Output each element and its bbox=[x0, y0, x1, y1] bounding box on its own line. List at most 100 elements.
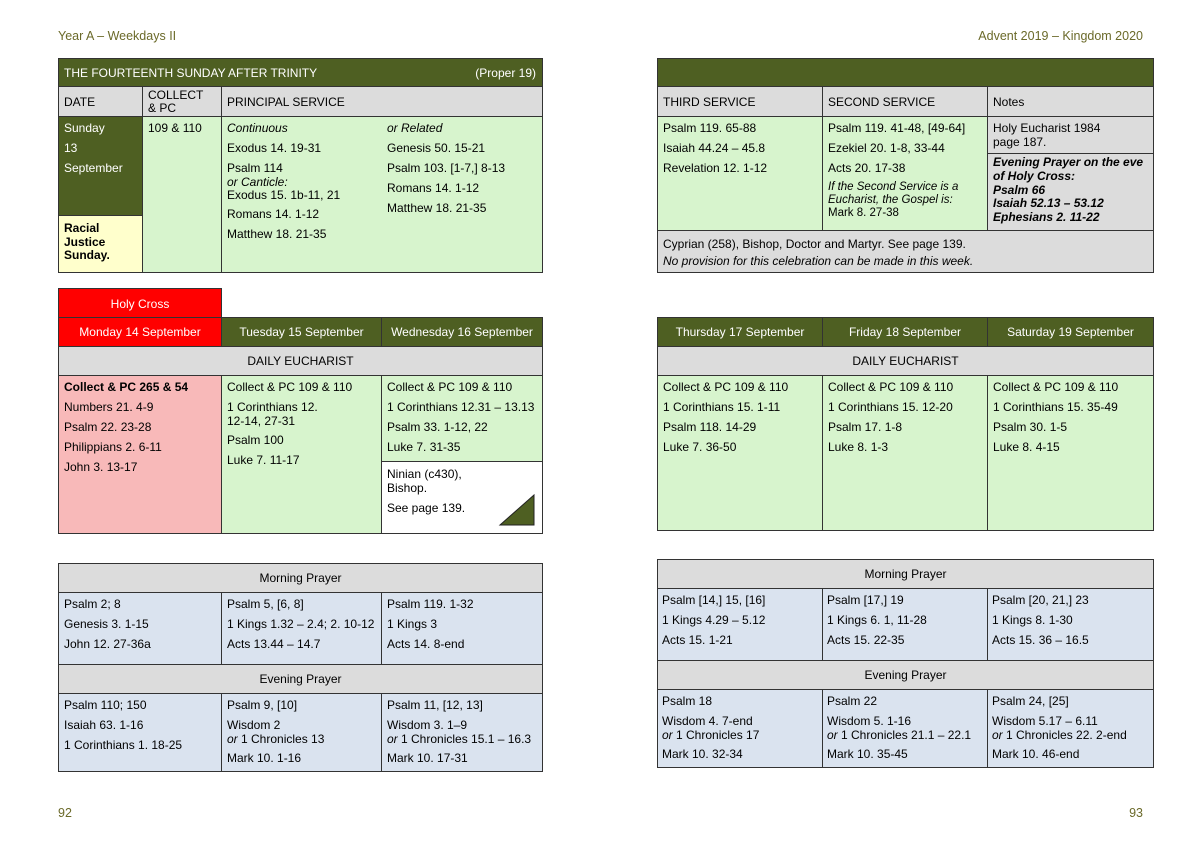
third-service-cell: Psalm 119. 65-88 Isaiah 44.24 – 45.8 Rev… bbox=[657, 116, 823, 231]
morning-prayer-label-right: Morning Prayer bbox=[657, 559, 1154, 589]
reading: Collect & PC 265 & 54 bbox=[64, 380, 189, 394]
reading: Psalm [14,] 15, [16] bbox=[662, 593, 766, 607]
reading: Isaiah 63. 1-16 bbox=[64, 718, 144, 732]
day-header-wednesday: Wednesday 16 September bbox=[381, 317, 543, 347]
notes-cell-top: Holy Eucharist 1984 page 187. bbox=[987, 116, 1154, 154]
or-label: or bbox=[387, 732, 398, 746]
observance-line: Justice bbox=[64, 234, 106, 249]
reading: 1 Kings 3 bbox=[387, 617, 438, 631]
sunday-title-bar: THE FOURTEENTH SUNDAY AFTER TRINITY (Pro… bbox=[58, 58, 543, 87]
running-header-right: Advent 2019 – Kingdom 2020 bbox=[978, 29, 1143, 43]
reading: 1 Kings 4.29 – 5.12 bbox=[662, 613, 766, 627]
reading: Psalm 110; 150 bbox=[64, 698, 147, 712]
reading: Luke 7. 36-50 bbox=[663, 440, 737, 454]
reading: 1 Kings 8. 1-30 bbox=[992, 613, 1073, 627]
commemoration-cell: Cyprian (258), Bishop, Doctor and Martyr… bbox=[657, 230, 1154, 273]
date-number: 13 bbox=[64, 141, 78, 155]
col-header-collect: COLLECT & PC bbox=[142, 86, 222, 117]
note-line: Psalm 66 bbox=[993, 182, 1046, 197]
reading: Collect & PC 109 & 110 bbox=[387, 380, 513, 394]
holy-cross-label: Holy Cross bbox=[58, 288, 222, 318]
reading: Psalm 22 bbox=[827, 694, 878, 708]
reading: Psalm 100 bbox=[227, 433, 284, 447]
reading: Acts 14. 8-end bbox=[387, 637, 465, 651]
reading: Psalm 114 bbox=[227, 161, 283, 175]
col-header-second: SECOND SERVICE bbox=[822, 86, 988, 117]
day-header-friday: Friday 18 September bbox=[822, 317, 988, 347]
reading: 1 Chronicles 22. 2-end bbox=[1002, 728, 1127, 742]
reading: Collect & PC 109 & 110 bbox=[828, 380, 954, 394]
commemoration-line: Ninian (c430), bbox=[387, 467, 462, 481]
continuous-readings: Continuous Exodus 14. 19-31 Psalm 114 or… bbox=[222, 117, 382, 246]
reading: 1 Kings 6. 1, 11-28 bbox=[827, 613, 927, 627]
reading: Luke 7. 11-17 bbox=[227, 453, 300, 467]
morning-prayer-label-left: Morning Prayer bbox=[58, 563, 543, 593]
eucharist-friday: Collect & PC 109 & 110 1 Corinthians 15.… bbox=[822, 375, 988, 531]
reading: John 12. 27-36a bbox=[64, 637, 151, 651]
reading: Genesis 3. 1-15 bbox=[64, 617, 149, 631]
reading: Matthew 18. 21-35 bbox=[387, 201, 487, 215]
reading: 1 Corinthians 15. 35-49 bbox=[993, 400, 1118, 414]
reading: Psalm 17. 1-8 bbox=[828, 420, 903, 434]
or-label: or bbox=[662, 728, 673, 742]
reading: Psalm 119. 41-48, [49-64] bbox=[828, 121, 966, 135]
reading: 1 Corinthians 15. 1-11 bbox=[663, 400, 781, 414]
collect-value: 109 & 110 bbox=[148, 121, 202, 135]
reading: Psalm 30. 1-5 bbox=[993, 420, 1068, 434]
reading: Acts 13.44 – 14.7 bbox=[227, 637, 321, 651]
reading: 1 Corinthians 1. 18-25 bbox=[64, 738, 183, 752]
daily-eucharist-label-left: DAILY EUCHARIST bbox=[58, 346, 543, 376]
reading: 1 Corinthians 12.31 – 13.13 bbox=[387, 400, 535, 414]
commemoration-line: Bishop. bbox=[387, 481, 428, 495]
mp-thursday: Psalm [14,] 15, [16] 1 Kings 4.29 – 5.12… bbox=[657, 588, 823, 661]
col-header-notes: Notes bbox=[987, 86, 1154, 117]
col-header-principal: PRINCIPAL SERVICE bbox=[221, 86, 543, 117]
reading: Luke 8. 4-15 bbox=[993, 440, 1060, 454]
second-service-note: If the Second Service is a bbox=[828, 181, 959, 193]
sunday-title-bar-right bbox=[657, 58, 1154, 87]
eucharist-wednesday: Collect & PC 109 & 110 1 Corinthians 12.… bbox=[381, 375, 543, 462]
note-line: Evening Prayer on the eve bbox=[993, 155, 1144, 169]
reading: Luke 7. 31-35 bbox=[387, 440, 461, 454]
reading: Acts 15. 22-35 bbox=[827, 633, 905, 647]
note-line: page 187. bbox=[993, 135, 1047, 149]
reading: Mark 10. 35-45 bbox=[827, 747, 908, 761]
reading: Psalm 5, [6, 8] bbox=[227, 597, 304, 611]
date-month: September bbox=[64, 161, 123, 175]
reading: Acts 20. 17-38 bbox=[828, 161, 906, 175]
col-header-third: THIRD SERVICE bbox=[657, 86, 823, 117]
col-header-collect-line2: & PC bbox=[148, 101, 177, 115]
reading: Romans 14. 1-12 bbox=[387, 181, 480, 195]
reading: Psalm 2; 8 bbox=[64, 597, 121, 611]
reading: Acts 15. 36 – 16.5 bbox=[992, 633, 1089, 647]
related-label: or Related bbox=[387, 121, 443, 135]
reading: Psalm 33. 1-12, 22 bbox=[387, 420, 488, 434]
commemoration-wednesday: Ninian (c430), Bishop. See page 139. bbox=[381, 461, 543, 534]
reading: Psalm 24, [25] bbox=[992, 694, 1069, 708]
or-label: or bbox=[227, 732, 238, 746]
ep-tuesday: Psalm 9, [10] Wisdom 2 or 1 Chronicles 1… bbox=[221, 693, 382, 772]
reading: Revelation 12. 1-12 bbox=[663, 161, 768, 175]
reading: 1 Corinthians 15. 12-20 bbox=[828, 400, 953, 414]
reading: Mark 10. 1-16 bbox=[227, 751, 302, 765]
note-line: Ephesians 2. 11-22 bbox=[993, 210, 1100, 225]
col-header-collect-line1: COLLECT bbox=[148, 88, 204, 102]
day-header-tuesday: Tuesday 15 September bbox=[221, 317, 382, 347]
commemoration-note: No provision for this celebration can be… bbox=[663, 254, 974, 268]
reading: Psalm 9, [10] bbox=[227, 698, 298, 712]
ep-friday: Psalm 22 Wisdom 5. 1-16 or 1 Chronicles … bbox=[822, 689, 988, 768]
observance-line: Racial bbox=[64, 221, 100, 235]
notes-cell-bottom: Evening Prayer on the eve of Holy Cross:… bbox=[987, 153, 1154, 231]
reading: Ezekiel 20. 1-8, 33-44 bbox=[828, 141, 945, 155]
page-number-right: 93 bbox=[1129, 806, 1143, 820]
reading: 1 Chronicles 15.1 – 16.3 bbox=[397, 732, 532, 746]
collect-cell: 109 & 110 bbox=[142, 116, 222, 273]
reading: Genesis 50. 15-21 bbox=[387, 141, 486, 155]
mp-tuesday: Psalm 5, [6, 8] 1 Kings 1.32 – 2.4; 2. 1… bbox=[221, 592, 382, 665]
evening-prayer-label-left: Evening Prayer bbox=[58, 664, 543, 694]
second-service-cell: Psalm 119. 41-48, [49-64] Ezekiel 20. 1-… bbox=[822, 116, 988, 231]
reading: Philippians 2. 6-11 bbox=[64, 440, 162, 454]
reading: Wisdom 4. 7-end bbox=[662, 714, 753, 728]
reading: 12-14, 27-31 bbox=[227, 414, 296, 428]
observance-line: Sunday. bbox=[64, 248, 110, 262]
